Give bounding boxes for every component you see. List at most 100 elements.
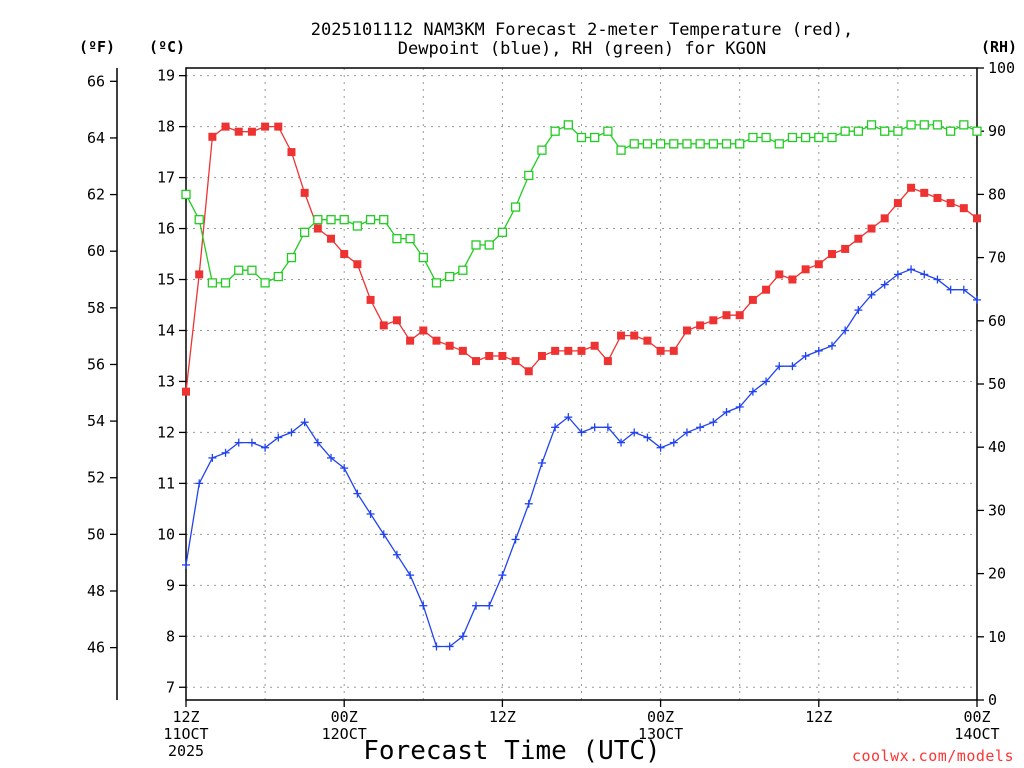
temperature-point xyxy=(472,357,481,366)
dewpoint-point xyxy=(472,601,481,610)
fahrenheit-tick-label: 50 xyxy=(87,525,105,543)
dewpoint-point xyxy=(775,362,784,371)
temperature-point xyxy=(208,132,217,141)
temperature-point xyxy=(577,346,586,355)
celsius-tick-label: 7 xyxy=(166,678,175,696)
dewpoint-point xyxy=(327,453,336,462)
temperature-point xyxy=(537,351,546,360)
rh-point xyxy=(735,139,745,149)
temperature-point xyxy=(379,321,388,330)
dewpoint-point xyxy=(696,423,705,432)
temperature-point xyxy=(432,336,441,345)
rh-point xyxy=(379,215,389,225)
dewpoint-point xyxy=(814,346,823,355)
celsius-tick-label: 17 xyxy=(157,169,175,187)
dewpoint-point xyxy=(379,530,388,539)
fahrenheit-tick-label: 54 xyxy=(87,412,105,430)
rh-point xyxy=(616,145,626,155)
dewpoint-point xyxy=(208,453,217,462)
dewpoint-point xyxy=(946,285,955,294)
rh-tick-label: 10 xyxy=(988,628,1006,646)
x-tick-label: 11OCT xyxy=(163,725,208,743)
rh-point xyxy=(866,120,877,130)
fahrenheit-tick-label: 62 xyxy=(87,186,105,204)
rh-point xyxy=(761,132,771,143)
dewpoint-point xyxy=(735,402,744,411)
dewpoint-point xyxy=(551,423,560,432)
dewpoint-point xyxy=(907,265,916,274)
rh-point xyxy=(576,132,587,143)
temperature-point xyxy=(867,224,876,233)
rh-point xyxy=(787,132,798,143)
rh-point xyxy=(194,215,204,225)
rh-point xyxy=(405,233,415,244)
x-tick-label: 2025 xyxy=(168,742,204,760)
temperature-point xyxy=(722,311,731,320)
rh-point xyxy=(840,126,850,136)
x-tick-label: 13OCT xyxy=(638,725,683,743)
temperature-point xyxy=(182,387,190,396)
dewpoint-point xyxy=(287,428,296,437)
temperature-point xyxy=(801,265,810,274)
chart-title-line-2: Dewpoint (blue), RH (green) for KGON xyxy=(398,39,766,59)
temperature-point xyxy=(353,260,362,269)
rh-point xyxy=(247,265,257,275)
temperature-point xyxy=(247,127,256,136)
dewpoint-point xyxy=(827,341,836,350)
rh-point xyxy=(721,139,732,149)
temperature-point xyxy=(524,367,533,376)
dewpoint-point xyxy=(313,438,322,447)
series-line xyxy=(185,268,978,648)
celsius-tick-label: 15 xyxy=(157,271,175,289)
rh-point xyxy=(313,215,323,225)
tick-labels: 7 8 9 10 11 12 13 14 15 16 17 18 19 46 48 50 52 54 56 58 60 6… xyxy=(87,59,1015,760)
x-tick-label: 12Z xyxy=(805,708,832,726)
rh-point xyxy=(445,271,455,282)
dewpoint-point xyxy=(537,459,546,467)
temperature-point xyxy=(551,346,560,355)
rh-point xyxy=(524,170,534,181)
dewpoint-point xyxy=(893,270,902,279)
temperature-point xyxy=(366,295,375,304)
dewpoint-point xyxy=(274,433,283,442)
rh-point xyxy=(959,120,969,130)
series-line xyxy=(185,124,978,284)
rh-point xyxy=(800,132,811,143)
rh-tick-label: 60 xyxy=(988,312,1006,330)
temperature-point xyxy=(788,275,797,284)
rh-point xyxy=(458,265,468,275)
rh-point xyxy=(207,278,218,288)
celsius-tick-label: 14 xyxy=(157,321,175,339)
temperature-point xyxy=(261,122,270,131)
temperature-point xyxy=(617,331,626,340)
temperature-point xyxy=(880,214,889,223)
temperature-point xyxy=(287,148,296,157)
fahrenheit-unit-label: (ºF) xyxy=(79,38,115,56)
rh-point xyxy=(365,215,376,225)
dewpoint-point xyxy=(406,571,415,580)
temperature-point xyxy=(656,346,665,355)
dewpoint-point xyxy=(748,387,757,396)
rh-point xyxy=(945,126,956,136)
x-tick-label: 12Z xyxy=(172,708,199,726)
rh-point xyxy=(537,145,547,155)
fahrenheit-tick-label: 56 xyxy=(87,355,105,373)
temperature-point xyxy=(300,188,309,197)
credit-link[interactable]: coolwx.com/models xyxy=(852,747,1014,765)
fahrenheit-tick-label: 52 xyxy=(87,469,105,487)
dewpoint-point xyxy=(261,443,270,452)
temperature-point xyxy=(933,193,942,202)
fahrenheit-tick-label: 58 xyxy=(87,299,105,317)
temperature-point xyxy=(959,204,968,213)
rh-point xyxy=(906,120,916,130)
dewpoint-point xyxy=(432,642,441,651)
gridlines xyxy=(186,68,977,700)
temperature-point xyxy=(814,260,823,269)
x-tick-label: 14OCT xyxy=(954,725,999,743)
dewpoint-point xyxy=(617,438,626,447)
dewpoint-point xyxy=(445,642,454,651)
fahrenheit-tick-label: 48 xyxy=(87,582,105,600)
rh-point xyxy=(352,221,363,231)
dewpoint-point xyxy=(234,438,243,447)
dewpoint-point xyxy=(590,423,599,432)
